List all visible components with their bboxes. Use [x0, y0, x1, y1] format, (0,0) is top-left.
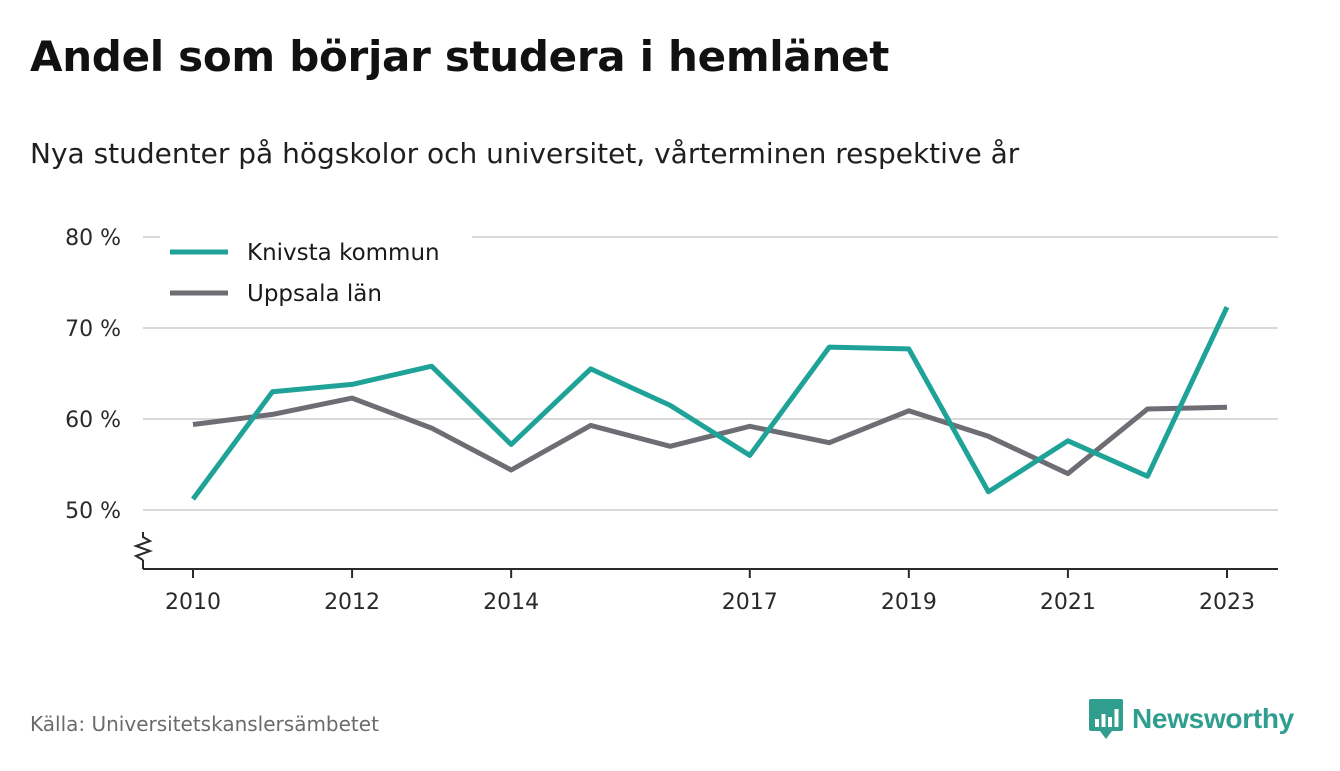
y-tick-label: 80 % [65, 226, 121, 251]
series-line-1 [190, 306, 1230, 501]
series-lines [190, 306, 1230, 501]
x-tick-label: 2014 [483, 590, 539, 615]
y-tick-label: 60 % [65, 408, 121, 433]
x-tick-label: 2021 [1040, 590, 1096, 615]
x-tick-label: 2019 [881, 590, 937, 615]
series-line-2 [192, 395, 1228, 477]
brand-logo: Newsworthy [1088, 697, 1294, 741]
legend-label: Knivsta kommun [247, 240, 440, 266]
x-tick-label: 2012 [324, 590, 380, 615]
legend: Knivsta kommun Uppsala län [160, 231, 472, 313]
x-tick-label: 2023 [1199, 590, 1255, 615]
axes: 50 % 60 % 70 % 80 % 2010 2012 2014 2017 2019 2021… [65, 226, 1278, 615]
chart-title: Andel som börjar studera i hemlänet [30, 32, 889, 81]
legend-label: Uppsala län [247, 281, 382, 307]
x-tick-label: 2017 [722, 590, 778, 615]
brand-name: Newsworthy [1132, 703, 1294, 734]
y-tick-label: 50 % [65, 499, 121, 524]
legend-background [160, 231, 472, 313]
y-tick-label: 70 % [65, 317, 121, 342]
source-note: Källa: Universitetskanslersämbetet [30, 712, 379, 736]
x-tick-label: 2010 [165, 590, 221, 615]
line-chart: 50 % 60 % 70 % 80 % 2010 2012 2014 2017 2019 2021… [65, 226, 1278, 615]
bar-chart-speech-bubble-icon [1089, 699, 1123, 739]
axis-break-icon [133, 532, 153, 561]
chart-subtitle: Nya studenter på högskolor och universit… [30, 137, 1020, 170]
